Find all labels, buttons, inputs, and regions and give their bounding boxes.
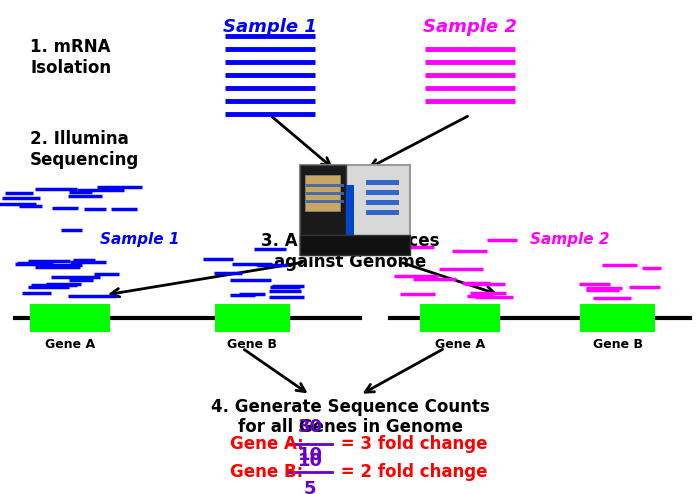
Bar: [300, 165, 410, 255]
Text: Gene A: Gene A: [45, 338, 95, 351]
Bar: [580, 304, 655, 332]
Bar: [366, 180, 399, 185]
Bar: [305, 175, 340, 211]
Text: 10: 10: [298, 446, 323, 464]
Text: for all Genes in Genome: for all Genes in Genome: [237, 418, 463, 436]
Text: 4. Generate Sequence Counts: 4. Generate Sequence Counts: [211, 398, 489, 416]
Text: Sample 1: Sample 1: [223, 18, 317, 36]
Text: 10: 10: [298, 452, 323, 470]
Bar: [366, 200, 399, 205]
Text: Gene B:: Gene B:: [230, 463, 303, 481]
Bar: [366, 190, 399, 195]
Text: Gene B: Gene B: [227, 338, 277, 351]
Text: 5: 5: [304, 480, 316, 494]
Text: Gene A: Gene A: [435, 338, 485, 351]
Text: = 3 fold change: = 3 fold change: [335, 435, 487, 453]
Text: 3. Align Sequences
against Genome: 3. Align Sequences against Genome: [260, 232, 440, 271]
Text: Gene A:: Gene A:: [230, 435, 304, 453]
Bar: [366, 210, 399, 215]
Text: 1. mRNA
Isolation: 1. mRNA Isolation: [30, 38, 111, 77]
Bar: [30, 304, 110, 332]
Text: Sample 2: Sample 2: [423, 18, 517, 36]
Bar: [300, 235, 410, 255]
Bar: [346, 185, 354, 235]
Text: = 2 fold change: = 2 fold change: [335, 463, 487, 481]
Text: Sample 1: Sample 1: [100, 232, 180, 247]
Bar: [420, 304, 500, 332]
Bar: [215, 304, 290, 332]
Text: Sample 2: Sample 2: [531, 232, 610, 247]
Bar: [300, 165, 346, 255]
Text: 30: 30: [298, 418, 323, 436]
Text: Gene B: Gene B: [593, 338, 643, 351]
Text: 2. Illumina
Sequencing: 2. Illumina Sequencing: [30, 130, 139, 169]
